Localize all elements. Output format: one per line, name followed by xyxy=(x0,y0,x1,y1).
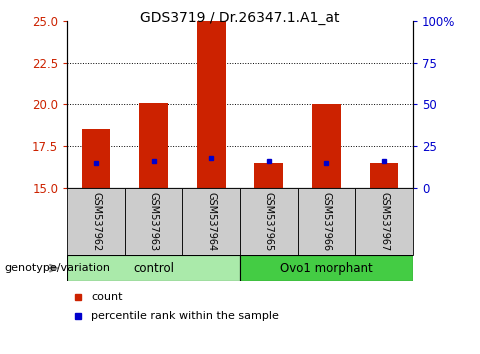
Text: GSM537964: GSM537964 xyxy=(206,192,216,251)
Bar xyxy=(139,103,168,188)
Bar xyxy=(298,188,355,255)
Text: count: count xyxy=(91,292,123,302)
Text: GSM537962: GSM537962 xyxy=(91,192,101,251)
Bar xyxy=(67,255,240,281)
Bar xyxy=(312,104,341,188)
Bar xyxy=(67,188,125,255)
Text: GSM537967: GSM537967 xyxy=(379,192,389,251)
Text: percentile rank within the sample: percentile rank within the sample xyxy=(91,310,279,321)
Bar xyxy=(240,255,413,281)
Bar xyxy=(197,21,226,188)
Text: control: control xyxy=(133,262,174,275)
Bar xyxy=(254,162,283,188)
Text: GSM537965: GSM537965 xyxy=(264,192,274,251)
Text: genotype/variation: genotype/variation xyxy=(5,263,111,273)
Text: GSM537966: GSM537966 xyxy=(322,192,331,251)
Bar xyxy=(182,188,240,255)
Bar xyxy=(355,188,413,255)
Bar xyxy=(125,188,182,255)
Text: GSM537963: GSM537963 xyxy=(149,192,158,251)
Text: Ovo1 morphant: Ovo1 morphant xyxy=(280,262,373,275)
Text: GDS3719 / Dr.26347.1.A1_at: GDS3719 / Dr.26347.1.A1_at xyxy=(140,11,340,25)
Bar xyxy=(240,188,298,255)
Bar xyxy=(370,162,398,188)
Bar xyxy=(82,129,110,188)
